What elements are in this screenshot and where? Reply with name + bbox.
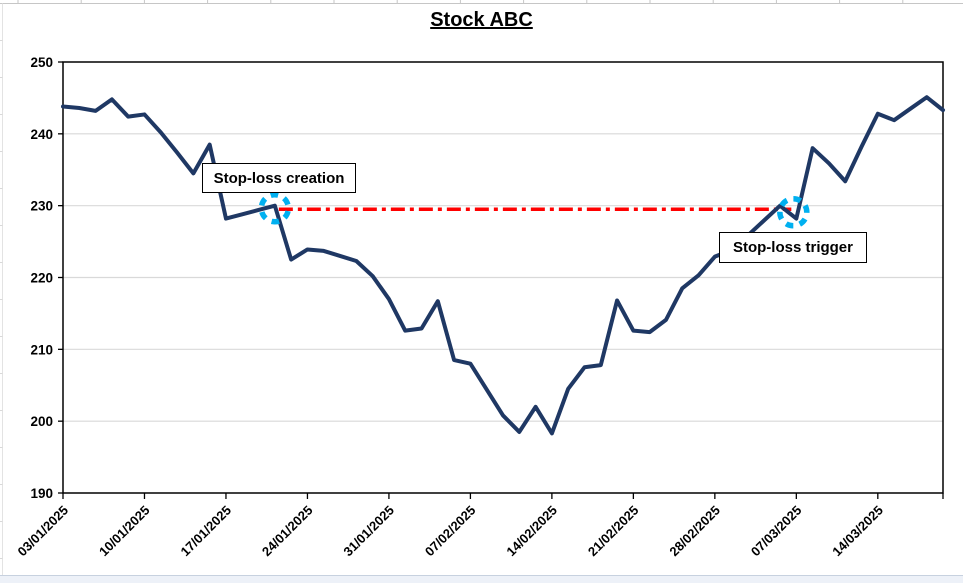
stop-loss-trigger-marker-circle (777, 196, 810, 229)
x-axis-tick-label: 21/02/2025 (585, 503, 642, 560)
y-axis-tick-label: 210 (30, 342, 53, 357)
chart-title-text: Stock ABC (430, 9, 533, 31)
stop-loss-creation-label: Stop-loss creation (202, 163, 356, 193)
chart-title: Stock ABC (0, 9, 963, 32)
x-axis-tick-label: 24/01/2025 (259, 503, 316, 560)
x-axis-tick-label: 31/01/2025 (340, 503, 397, 560)
stop-loss-trigger-label-text: Stop-loss trigger (732, 239, 853, 256)
x-axis-tick-label: 28/02/2025 (666, 503, 723, 560)
y-axis-tick-label: 230 (30, 199, 53, 214)
x-axis-tick-label: 10/01/2025 (96, 503, 153, 560)
x-axis-tick-label: 14/02/2025 (503, 503, 560, 560)
worksheet-bottom-strip (0, 575, 963, 583)
stop-loss-creation-marker-circle (258, 192, 292, 225)
y-axis-tick-label: 190 (30, 486, 53, 501)
y-axis-tick-label: 240 (30, 127, 53, 142)
x-axis-tick-label: 03/01/2025 (14, 503, 71, 560)
x-axis-tick-label: 07/03/2025 (748, 503, 805, 560)
x-axis-tick-label: 07/02/2025 (422, 503, 479, 560)
stop-loss-creation-label-text: Stop-loss creation (213, 169, 345, 187)
y-axis-tick-label: 220 (30, 271, 53, 286)
y-axis-tick-label: 250 (30, 55, 53, 70)
stop-loss-trigger-label: Stop-loss trigger (719, 232, 867, 263)
price-line-series (61, 95, 945, 436)
x-axis-tick-label: 14/03/2025 (829, 503, 886, 560)
x-axis-tick-label: 17/01/2025 (177, 503, 234, 560)
y-axis-tick-label: 200 (30, 414, 53, 429)
